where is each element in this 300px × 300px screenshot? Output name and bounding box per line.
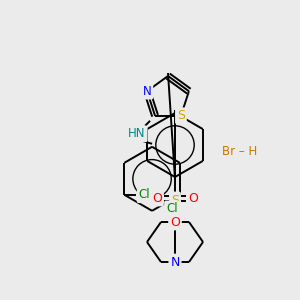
- Text: O: O: [170, 215, 180, 229]
- Text: Cl: Cl: [139, 188, 150, 201]
- Text: S: S: [177, 109, 185, 122]
- Text: O: O: [188, 191, 198, 205]
- Text: O: O: [152, 191, 162, 205]
- Text: S: S: [171, 194, 179, 206]
- Text: N: N: [143, 85, 152, 98]
- Text: N: N: [170, 256, 180, 268]
- Text: Br – H: Br – H: [222, 145, 258, 158]
- Text: Cl: Cl: [166, 202, 178, 215]
- Text: HN: HN: [128, 127, 146, 140]
